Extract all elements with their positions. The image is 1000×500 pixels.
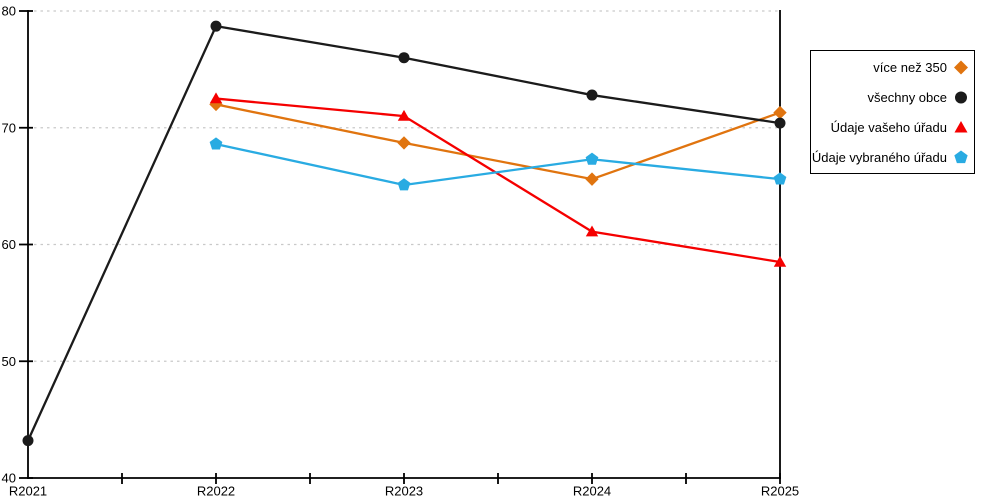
data-point-diamond-marker: [585, 172, 599, 186]
diamond-marker-icon: [954, 60, 968, 74]
data-point-pentagon-marker: [773, 172, 787, 185]
diamond-marker-shape: [954, 60, 968, 74]
legend-item: všechny obce: [811, 82, 974, 112]
x-tick-label: R2022: [197, 484, 235, 499]
data-point-circle-marker: [586, 89, 598, 101]
legend-label: Údaje vybraného úřadu: [811, 149, 947, 165]
legend-item: Údaje vybraného úřadu: [811, 142, 974, 172]
x-tick-label: R2021: [9, 484, 47, 499]
circle-marker-shape: [955, 91, 967, 103]
legend-label: všechny obce: [867, 89, 948, 105]
series-line: [26, 24, 781, 442]
y-tick-label: 40: [2, 471, 16, 486]
legend: více než 350 všechny obce Údaje vašeho úřa…: [810, 50, 975, 174]
y-tick-label: 60: [2, 237, 16, 252]
pentagon-marker-icon: [954, 150, 968, 163]
y-tick-label: 80: [2, 4, 16, 19]
data-point-triangle-up-marker: [397, 109, 411, 121]
triangle-up-marker-shape: [954, 120, 968, 132]
data-point-pentagon-marker: [209, 137, 223, 150]
data-point-diamond-marker: [209, 97, 223, 112]
y-tick-label: 70: [2, 120, 16, 135]
x-tick-label: R2025: [761, 484, 799, 499]
data-point-circle-marker: [398, 52, 410, 64]
series-line: [215, 142, 781, 187]
x-tick-label: R2024: [573, 484, 611, 499]
x-tick-label: R2023: [385, 484, 423, 499]
data-point-pentagon-marker: [585, 152, 599, 165]
data-point-triangle-up-marker: [209, 92, 223, 104]
data-point-diamond-marker: [397, 136, 411, 150]
triangle-up-marker-icon: [954, 120, 968, 132]
data-point-triangle-up-marker: [773, 255, 787, 267]
data-point-circle-marker: [774, 117, 786, 129]
pentagon-marker-shape: [954, 150, 968, 163]
y-tick-label: 50: [2, 354, 16, 369]
data-point-diamond-marker: [773, 105, 787, 120]
data-point-pentagon-marker: [397, 178, 411, 191]
legend-label: Údaje vašeho úřadu: [830, 119, 947, 135]
series-line: [215, 103, 781, 181]
series-line: [215, 97, 781, 264]
legend-label: více než 350: [873, 59, 947, 75]
data-point-circle-marker: [22, 435, 34, 447]
data-point-circle-marker: [210, 20, 222, 32]
legend-item: více než 350: [811, 52, 974, 82]
legend-item: Údaje vašeho úřadu: [811, 112, 974, 142]
data-point-triangle-up-marker: [585, 225, 599, 237]
circle-marker-icon: [955, 91, 967, 103]
